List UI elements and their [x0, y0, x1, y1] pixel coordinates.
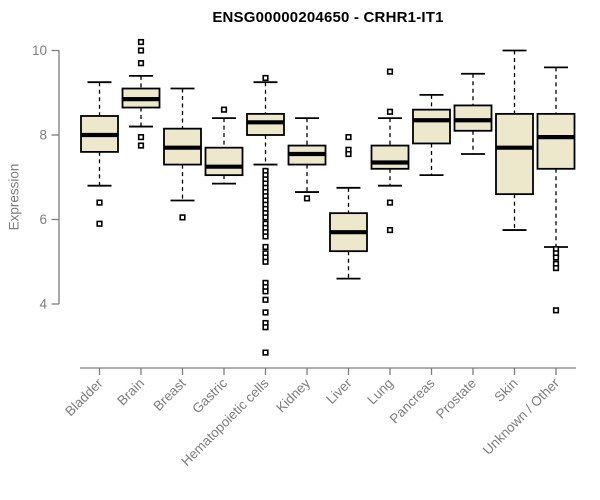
y-axis: 4 6 8 10: [32, 43, 60, 312]
boxplot-unknown-other: [536, 66, 576, 314]
outlier-point: [220, 106, 228, 113]
outlier-point: [137, 60, 145, 67]
outlier-point: [345, 150, 352, 158]
x-tick-label-liver: Liver: [323, 375, 355, 407]
iqr-box: [453, 104, 493, 132]
y-tick-label: 10: [32, 43, 47, 58]
outlier-point: [552, 264, 560, 272]
outlier-point: [386, 199, 394, 206]
x-tick-label-gastric: Gastric: [189, 375, 230, 416]
boxplot-breast: [163, 87, 202, 221]
boxplot-skin: [495, 49, 534, 231]
x-tick-label-skin: Skin: [491, 376, 520, 405]
outlier-point: [262, 214, 269, 221]
outlier-point: [262, 349, 269, 356]
iqr-box: [412, 108, 451, 145]
y-tick-label: 4: [39, 297, 47, 312]
outlier-point: [386, 108, 394, 115]
outlier-point: [137, 134, 145, 141]
iqr-box: [246, 112, 285, 136]
x-tick-label-breast: Breast: [150, 375, 188, 413]
x-tick-label-lung: Lung: [364, 376, 396, 408]
x-tick-label-kidney: Kidney: [273, 375, 313, 415]
outlier-point: [386, 68, 394, 75]
boxplot-lung: [370, 68, 410, 234]
boxplot-hematopoietic-cells: [246, 74, 285, 356]
x-tick-label-pancreas: Pancreas: [387, 375, 438, 426]
outlier-point: [262, 74, 269, 82]
outlier-point: [345, 134, 352, 141]
outlier-point: [552, 307, 560, 314]
boxplot-gastric: [204, 106, 244, 185]
outlier-point: [262, 309, 269, 316]
iqr-box: [536, 112, 576, 170]
boxplot-pancreas: [412, 93, 451, 177]
outlier-point: [137, 47, 145, 54]
y-tick-label: 8: [39, 128, 47, 143]
outlier-point: [262, 258, 269, 265]
outlier-point: [137, 38, 145, 46]
outlier-point: [262, 243, 269, 251]
boxplot-prostate: [453, 72, 493, 155]
outlier-point: [303, 195, 311, 202]
boxplot-kidney: [287, 117, 327, 202]
boxplot-bladder: [80, 81, 119, 227]
x-tick-label-bladder: Bladder: [62, 375, 106, 419]
outlier-point: [262, 296, 269, 303]
outlier-point: [137, 142, 145, 149]
outlier-point: [179, 214, 186, 221]
outlier-point: [262, 233, 269, 240]
x-tick-label-unknown-other: Unknown / Other: [480, 375, 563, 458]
chart-title: ENSG00000204650 - CRHR1-IT1: [212, 9, 444, 26]
boxplot-liver: [329, 134, 368, 280]
outlier-point: [96, 199, 103, 206]
outlier-point: [262, 288, 269, 295]
x-tick-label-brain: Brain: [114, 376, 147, 409]
outlier-point: [262, 324, 269, 331]
outlier-point: [552, 254, 560, 261]
boxplot-brain: [121, 38, 161, 149]
outlier-point: [386, 226, 394, 234]
iqr-box: [495, 112, 534, 196]
iqr-box: [204, 146, 244, 177]
y-tick-label: 6: [39, 212, 47, 227]
iqr-box: [370, 144, 410, 170]
outlier-point: [96, 220, 103, 227]
x-tick-label-prostate: Prostate: [433, 376, 479, 422]
